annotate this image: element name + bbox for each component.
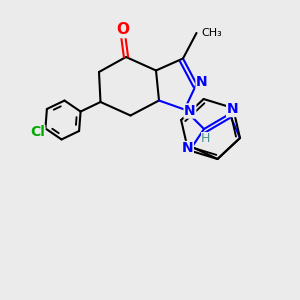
Text: N: N [196, 76, 208, 89]
Text: N: N [184, 104, 196, 118]
Text: Cl: Cl [30, 125, 45, 139]
Text: CH₃: CH₃ [201, 28, 222, 38]
Text: O: O [116, 22, 129, 38]
Text: N: N [182, 142, 193, 155]
Text: H: H [201, 131, 210, 145]
Text: N: N [227, 103, 238, 116]
